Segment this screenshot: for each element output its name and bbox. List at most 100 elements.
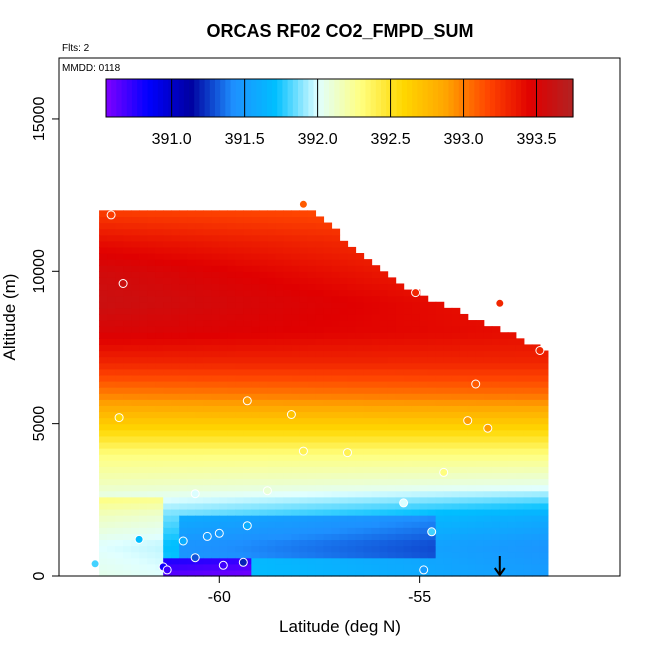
heatmap-cell [331, 472, 341, 480]
heatmap-cell [331, 484, 341, 492]
heatmap-cell [467, 521, 477, 528]
heatmap-cell [363, 563, 373, 571]
heatmap-cell [299, 478, 309, 486]
heatmap-cell [115, 551, 124, 559]
heatmap-cell [475, 502, 485, 510]
heatmap-cell [259, 259, 268, 266]
heatmap-cell [275, 228, 284, 236]
heatmap-cell [299, 356, 309, 364]
heatmap-cell [115, 307, 124, 315]
heatmap-cell [411, 387, 421, 394]
heatmap-cell [195, 508, 204, 516]
heatmap-cell [315, 448, 325, 455]
heatmap-cell [99, 289, 108, 297]
heatmap-cell [107, 240, 116, 248]
heatmap-cell [259, 216, 268, 224]
colorbar-swatch [303, 79, 309, 117]
heatmap-cell [323, 253, 333, 260]
heatmap-cell [155, 448, 164, 455]
heatmap-cell [307, 344, 317, 352]
heatmap-cell [427, 460, 437, 467]
heatmap-cell [139, 289, 148, 297]
heatmap-cell [211, 478, 220, 486]
heatmap-cell [275, 210, 284, 218]
heatmap-cell [403, 539, 413, 547]
heatmap-cell [251, 557, 260, 565]
heatmap-cell [515, 496, 525, 504]
heatmap-cell [459, 454, 469, 461]
heatmap-cell [219, 295, 228, 303]
heatmap-cell [275, 313, 284, 321]
heatmap-cell [179, 283, 188, 291]
heatmap-cell [211, 326, 220, 333]
heatmap-cell [331, 515, 341, 522]
heatmap-cell [307, 228, 317, 236]
heatmap-cell [219, 228, 228, 236]
heatmap-cell [475, 393, 485, 400]
heatmap-cell [139, 429, 148, 437]
heatmap-cell [531, 417, 541, 425]
heatmap-cell [179, 557, 188, 565]
heatmap-cell [107, 387, 116, 394]
heatmap-cell [107, 326, 116, 333]
heatmap-cell [171, 222, 180, 230]
heatmap-cell [475, 417, 485, 425]
heatmap-cell [419, 515, 429, 522]
heatmap-cell [187, 533, 196, 541]
heatmap-cell [267, 368, 276, 376]
heatmap-cell [395, 429, 405, 437]
heatmap-cell [283, 405, 293, 413]
heatmap-cell [123, 283, 132, 291]
heatmap-cell [163, 454, 172, 461]
heatmap-cell [315, 277, 325, 285]
heatmap-cell [139, 417, 148, 425]
heatmap-cell [355, 502, 365, 510]
heatmap-cell [499, 521, 509, 528]
heatmap-cell [283, 216, 293, 224]
heatmap-cell [195, 289, 204, 297]
heatmap-cell [203, 484, 212, 492]
heatmap-cell [163, 490, 172, 498]
heatmap-cell [507, 435, 517, 443]
heatmap-cell [275, 362, 284, 370]
heatmap-cell [267, 448, 276, 455]
heatmap-cell [283, 539, 293, 547]
heatmap-cell [363, 557, 373, 565]
heatmap-cell [243, 307, 252, 315]
heatmap-cell [99, 265, 108, 272]
heatmap-cell [331, 234, 341, 242]
heatmap-cell [155, 356, 164, 364]
heatmap-cell [147, 271, 156, 278]
heatmap-cell [411, 472, 421, 480]
heatmap-cell [155, 393, 164, 400]
heatmap-cell [395, 423, 405, 431]
heatmap-cell [451, 435, 461, 443]
heatmap-cell [283, 374, 293, 382]
heatmap-cell [443, 441, 453, 449]
heatmap-cell [243, 472, 252, 480]
heatmap-cell [187, 454, 196, 461]
heatmap-cell [539, 551, 549, 559]
heatmap-cell [443, 521, 453, 528]
heatmap-cell [371, 478, 381, 486]
heatmap-cell [115, 216, 124, 224]
heatmap-cell [123, 344, 132, 352]
heatmap-cell [259, 490, 268, 498]
observation-point [411, 288, 421, 298]
heatmap-cell [491, 356, 501, 364]
heatmap-cell [523, 545, 533, 553]
heatmap-cell [139, 210, 148, 218]
heatmap-cell [187, 405, 196, 413]
heatmap-cell [299, 527, 309, 534]
heatmap-cell [251, 502, 260, 510]
heatmap-cell [283, 301, 293, 309]
heatmap-cell [523, 387, 533, 394]
heatmap-cell [331, 320, 341, 327]
heatmap-cell [155, 332, 164, 339]
heatmap-cell [99, 259, 108, 266]
heatmap-cell [195, 557, 204, 565]
heatmap-cell [467, 356, 477, 364]
heatmap-cell [195, 405, 204, 413]
heatmap-cell [451, 502, 461, 510]
